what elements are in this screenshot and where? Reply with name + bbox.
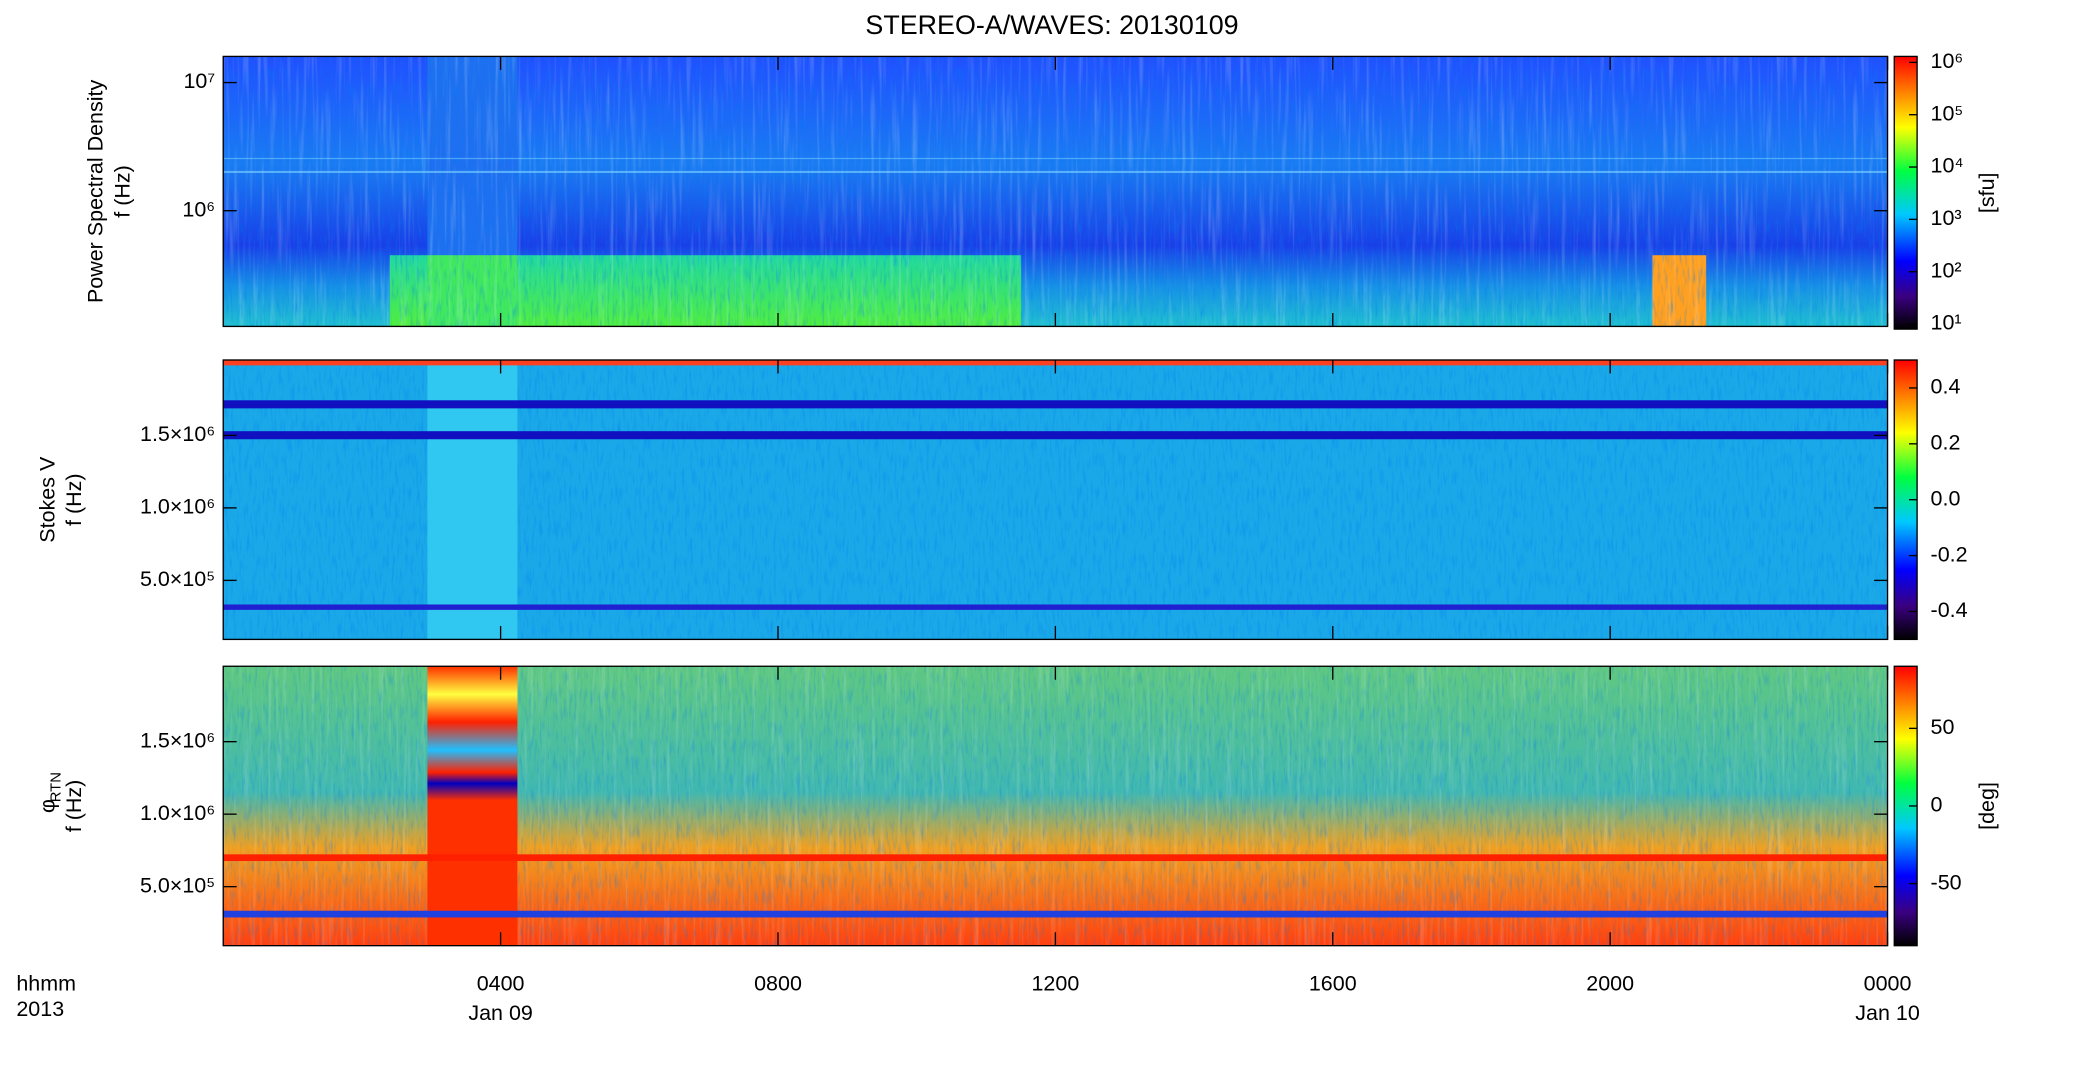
colorbar-label: [sfu] <box>1975 172 1999 213</box>
colorbar-tick-label: 0 <box>1931 793 1943 817</box>
x-date-label: Jan 09 <box>468 1001 533 1025</box>
spectrogram-image <box>223 56 1888 327</box>
colorbar-frame <box>1893 55 1918 330</box>
x-tick-label: 0400 <box>477 971 525 995</box>
x-tick-label: 2000 <box>1586 971 1634 995</box>
y-tick-label: 5.0×10⁵ <box>140 873 215 897</box>
y-axis-label: f (Hz) <box>62 473 86 526</box>
colorbar-tick-label: 10⁵ <box>1931 101 1964 125</box>
y-tick-label: 1.5×10⁶ <box>140 728 215 752</box>
colorbar-tick-label: 10¹ <box>1931 311 1962 335</box>
y-axis-label: f (Hz) <box>110 165 134 218</box>
x-tick-label: 1200 <box>1031 971 1079 995</box>
spectrogram-image <box>223 666 1888 946</box>
colorbar-tick-label: 0.4 <box>1931 375 1961 399</box>
colorbar-tick-label: 10⁴ <box>1931 154 1964 178</box>
colorbar-tick-label: 10² <box>1931 258 1962 282</box>
y-axis-label: f (Hz) <box>62 780 86 833</box>
figure-title: STEREO-A/WAVES: 20130109 <box>865 10 1238 40</box>
colorbar-label: [deg] <box>1975 782 1999 830</box>
x-format-label: hhmm <box>16 971 76 995</box>
y-axis-label: Power Spectral Density <box>84 80 108 304</box>
colorbar-tick-label: -0.2 <box>1931 542 1968 566</box>
x-date-label: Jan 10 <box>1855 1001 1920 1025</box>
y-tick-label: 1.5×10⁶ <box>140 422 215 446</box>
y-axis-label: φ <box>35 799 59 813</box>
colorbar <box>1894 360 1918 640</box>
x-tick-label: 1600 <box>1309 971 1357 995</box>
colorbar <box>1894 666 1918 946</box>
colorbar-tick-label: 10⁶ <box>1931 49 1964 73</box>
y-tick-label: 5.0×10⁵ <box>140 567 215 591</box>
colorbar <box>1894 56 1918 330</box>
y-axis-label-subscript: RTN <box>49 772 65 802</box>
colorbar-tick-label: -50 <box>1931 870 1962 894</box>
colorbar-tick-label: -0.4 <box>1931 598 1968 622</box>
colorbar-tick-label: 50 <box>1931 715 1955 739</box>
x-tick-label: 0000 <box>1864 971 1912 995</box>
y-tick-label: 10⁷ <box>183 69 215 93</box>
y-tick-label: 1.0×10⁶ <box>140 801 215 825</box>
spectrogram-image <box>223 360 1888 640</box>
colorbar-tick-label: 0.0 <box>1931 486 1961 510</box>
y-tick-label: 10⁶ <box>182 197 215 221</box>
y-tick-label: 1.0×10⁶ <box>140 495 215 519</box>
colorbar-tick-label: 0.2 <box>1931 430 1961 454</box>
y-axis-label: Stokes V <box>35 456 59 543</box>
colorbar-tick-label: 10³ <box>1931 206 1962 230</box>
x-tick-label: 0800 <box>754 971 802 995</box>
x-year-label: 2013 <box>16 997 64 1021</box>
